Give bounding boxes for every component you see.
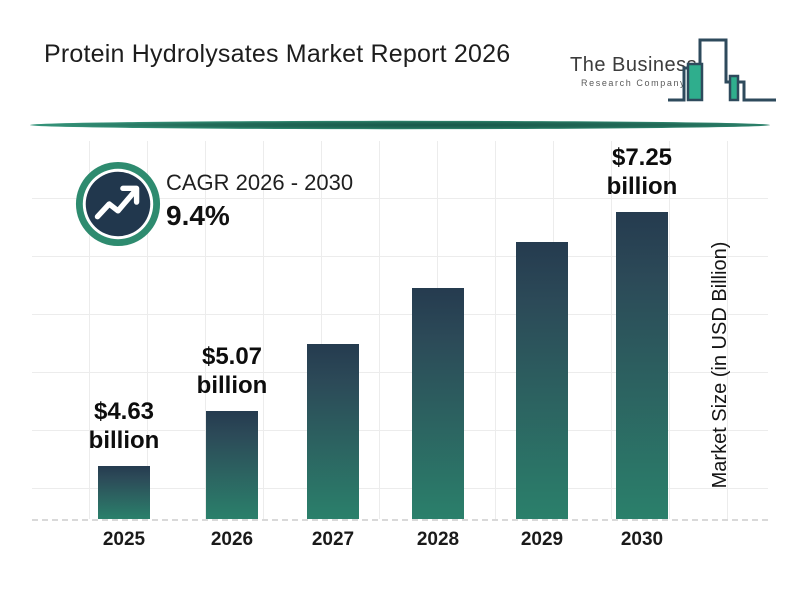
company-logo: The Business Research Company xyxy=(560,28,792,112)
bar-2026 xyxy=(206,411,258,519)
bar-2025 xyxy=(98,466,150,519)
cagr-value: 9.4% xyxy=(166,200,230,231)
y-axis-label: Market Size (in USD Billion) xyxy=(709,241,731,489)
year-label-2026: 2026 xyxy=(210,529,254,550)
year-label-2028: 2028 xyxy=(416,529,460,550)
trending-up-icon xyxy=(75,161,161,247)
year-label-2030: 2030 xyxy=(620,529,664,550)
cagr-period-label: CAGR 2026 - 2030 xyxy=(166,170,354,195)
bar-2029 xyxy=(516,242,568,519)
bar-2027 xyxy=(307,344,359,519)
logo-company-subname: Research Company xyxy=(581,78,687,88)
bar-chart-logo-icon xyxy=(668,38,776,102)
page-title: Protein Hydrolysates Market Report 2026 xyxy=(44,40,511,68)
bar-value-label-2030: $7.25 billion xyxy=(606,144,678,200)
logo-text: The Business Research Company xyxy=(570,54,697,88)
year-label-2025: 2025 xyxy=(102,529,146,550)
bar-2028 xyxy=(412,288,464,519)
year-label-2027: 2027 xyxy=(311,529,355,550)
bar-2030 xyxy=(616,212,668,519)
bar-value-label-2025: $4.63 billion xyxy=(88,398,160,454)
year-label-2029: 2029 xyxy=(520,529,564,550)
bar-value-label-2026: $5.07 billion xyxy=(196,343,268,399)
logo-company-name: The Business xyxy=(570,54,698,76)
divider-line xyxy=(30,120,770,130)
x-axis-tick-labels: 2025 2026 2027 2028 2029 2030 xyxy=(0,521,800,561)
x-axis-baseline xyxy=(32,519,768,521)
